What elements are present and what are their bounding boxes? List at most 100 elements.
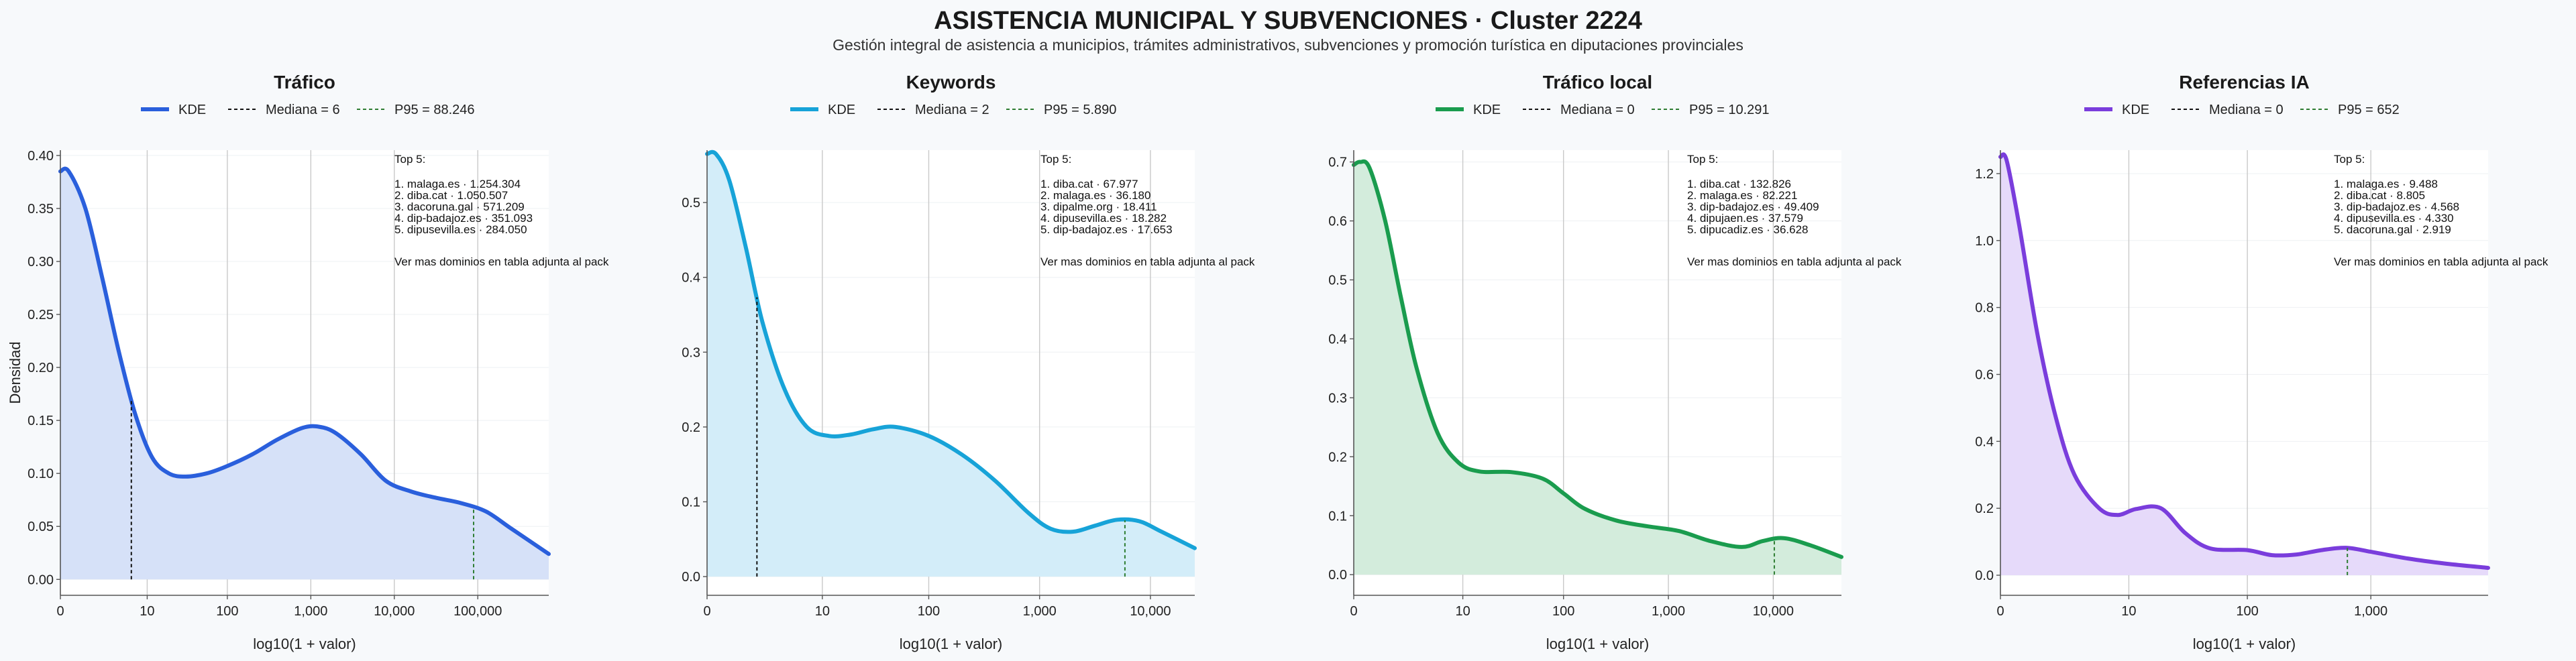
top5-item: 1. malaga.es · 9.488: [2334, 178, 2438, 190]
top5-item: 4. dipusevilla.es · 4.330: [2334, 212, 2454, 225]
figure-title: ASISTENCIA MUNICIPAL Y SUBVENCIONES · Cl…: [934, 7, 1642, 35]
chart-title: Keywords: [906, 72, 996, 93]
x-tick-label: 10: [140, 604, 154, 619]
y-tick-label: 0.5: [1328, 273, 1347, 288]
legend-p95-label: P95 = 10.291: [1689, 103, 1770, 117]
x-tick-label: 10: [2121, 604, 2136, 619]
y-tick-label: 0.2: [1328, 450, 1347, 465]
y-tick-label: 1.0: [1975, 234, 1994, 249]
top5-item: 5. dipucadiz.es · 36.628: [1687, 223, 1809, 236]
y-tick-label: 0.1: [682, 495, 700, 510]
legend-median-label: Mediana = 6: [266, 103, 340, 117]
top5-footer: Ver mas dominios en tabla adjunta al pac…: [394, 255, 609, 268]
y-tick-label: 0.10: [28, 467, 54, 481]
y-tick-label: 0.0: [1975, 568, 1994, 583]
x-tick-label: 1,000: [2354, 604, 2387, 619]
chart-title: Referencias IA: [2179, 72, 2310, 93]
chart-title: Tráfico: [274, 72, 335, 93]
legend-kde-label: KDE: [828, 103, 855, 117]
kde-line: [58, 166, 551, 556]
top5-title: Top 5:: [1687, 153, 1718, 166]
top5-item: 2. malaga.es · 82.221: [1687, 189, 1797, 202]
y-tick-label: 0.8: [1975, 301, 1994, 316]
top5-title: Top 5:: [394, 153, 425, 166]
legend-p95-label: P95 = 5.890: [1044, 103, 1116, 117]
kde-area: [2000, 154, 2488, 576]
y-tick-label: 0.6: [1975, 367, 1994, 382]
top5-item: 5. dip-badajoz.es · 17.653: [1040, 223, 1173, 236]
top5-title: Top 5:: [1040, 153, 1071, 166]
x-axis-label: log10(1 + valor): [900, 636, 1002, 652]
figure-subtitle: Gestión integral de asistencia a municip…: [833, 36, 1743, 54]
x-tick-label: 100: [1552, 604, 1574, 619]
x-tick-label: 10: [815, 604, 830, 619]
top5-item: 3. dacoruna.gal · 571.209: [394, 200, 525, 213]
x-axis-label: log10(1 + valor): [253, 636, 356, 652]
y-tick-label: 0.1: [1328, 509, 1347, 524]
x-tick-label: 100: [216, 604, 238, 619]
x-tick-label: 10,000: [1130, 604, 1171, 619]
y-tick-label: 0.15: [28, 414, 54, 428]
top5-item: 1. diba.cat · 132.826: [1687, 178, 1791, 190]
top5-item: 2. malaga.es · 36.180: [1040, 189, 1150, 202]
top5-item: 1. malaga.es · 1.254.304: [394, 178, 521, 190]
y-tick-label: 0.7: [1328, 156, 1347, 170]
y-tick-label: 0.4: [682, 271, 700, 286]
x-tick-label: 1,000: [294, 604, 327, 619]
legend-median-label: Mediana = 0: [2209, 103, 2284, 117]
y-tick-label: 0.0: [1328, 568, 1347, 583]
y-tick-label: 0.05: [28, 520, 54, 534]
chart-panel: 0.0 0.1 0.2 0.3 0.4 0.5 0.6 0.7 0 10 100 1,000 10,00…: [1328, 72, 1902, 652]
y-tick-label: 0.2: [1975, 501, 1994, 516]
y-tick-label: 0.6: [1328, 215, 1347, 229]
legend-kde-label: KDE: [178, 103, 206, 117]
y-tick-label: 0.40: [28, 149, 54, 164]
y-tick-label: 0.0: [682, 570, 700, 585]
chart-panel: 0.0 0.2 0.4 0.6 0.8 1.0 1.2 0 10 100 1,000 log10(1 …: [1975, 72, 2548, 652]
top5-footer: Ver mas dominios en tabla adjunta al pac…: [2334, 255, 2548, 268]
top5-footer: Ver mas dominios en tabla adjunta al pac…: [1687, 255, 1902, 268]
legend-p95-label: P95 = 652: [2338, 103, 2400, 117]
kde-area: [707, 152, 1195, 577]
top5-item: 3. dip-badajoz.es · 4.568: [2334, 200, 2459, 213]
charts-container: 0.000.050.100.150.200.250.300.350.400 10 1…: [7, 72, 2548, 652]
top5-item: 3. dipalme.org · 18.411: [1040, 200, 1157, 213]
top5-footer: Ver mas dominios en tabla adjunta al pac…: [1040, 255, 1255, 268]
top5-item: 2. diba.cat · 8.805: [2334, 189, 2425, 202]
x-tick-label: 10,000: [1753, 604, 1794, 619]
top5-item: 4. dipujaen.es · 37.579: [1687, 212, 1803, 225]
chart-panel: 0.0 0.1 0.2 0.3 0.4 0.5 0 10 100 1,000 10,000 log10…: [682, 72, 1255, 652]
x-tick-label: 0: [56, 604, 64, 619]
y-tick-label: 0.35: [28, 202, 54, 217]
legend-median-label: Mediana = 2: [915, 103, 989, 117]
y-tick-label: 0.4: [1975, 434, 1994, 449]
kde-line: [1352, 159, 1843, 559]
chart-panel: 0.00 0.05 0.10 0.15 0.20 0.25 0.30 0.35 0.40 0 10 1…: [7, 72, 609, 652]
x-tick-label: 1,000: [1652, 604, 1685, 619]
top5-item: 4. dipusevilla.es · 18.282: [1040, 212, 1167, 225]
top5-item: 5. dipusevilla.es · 284.050: [394, 223, 527, 236]
y-tick-label: 0.4: [1328, 332, 1347, 347]
top5-title: Top 5:: [2334, 153, 2365, 166]
x-tick-label: 0: [703, 604, 710, 619]
x-tick-label: 0: [1996, 604, 2004, 619]
kde-line: [1998, 152, 2490, 570]
x-tick-label: 0: [1350, 604, 1357, 619]
x-tick-label: 100: [2236, 604, 2258, 619]
y-tick-label: 0.00: [28, 573, 54, 587]
y-tick-label: 1.2: [1975, 167, 1994, 182]
legend-median-label: Mediana = 0: [1560, 103, 1635, 117]
y-tick-label: 0.5: [682, 196, 700, 211]
chart-title: Tráfico local: [1543, 72, 1652, 93]
kde-line: [705, 149, 1197, 550]
x-tick-label: 10,000: [374, 604, 415, 619]
y-tick-label: 0.30: [28, 255, 54, 269]
y-axis-label: Densidad: [7, 342, 23, 404]
x-tick-label: 1,000: [1023, 604, 1057, 619]
x-tick-label: 100,000: [453, 604, 502, 619]
top5-item: 1. diba.cat · 67.977: [1040, 178, 1138, 190]
y-tick-label: 0.25: [28, 308, 54, 322]
y-tick-label: 0.3: [682, 345, 700, 360]
top5-item: 5. dacoruna.gal · 2.919: [2334, 223, 2451, 236]
